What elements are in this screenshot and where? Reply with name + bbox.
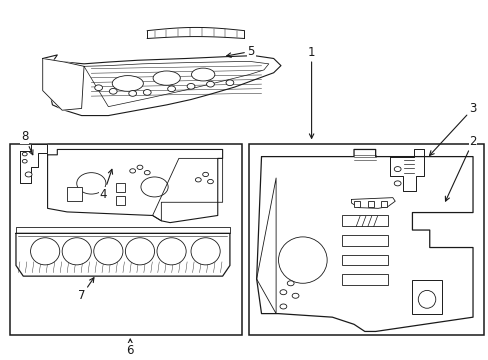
Polygon shape [16, 233, 229, 276]
Circle shape [280, 304, 286, 309]
Polygon shape [42, 55, 281, 116]
Polygon shape [20, 144, 46, 183]
Polygon shape [256, 149, 472, 332]
Circle shape [287, 281, 293, 286]
Bar [341, 274, 387, 285]
Circle shape [22, 159, 27, 163]
Bar [411, 280, 441, 314]
Bar [353, 201, 360, 207]
Polygon shape [152, 158, 222, 221]
Text: 5: 5 [226, 45, 254, 58]
Circle shape [195, 177, 201, 182]
Ellipse shape [94, 238, 122, 265]
Ellipse shape [112, 76, 143, 91]
Polygon shape [351, 198, 394, 208]
Bar [10, 144, 242, 335]
Circle shape [393, 167, 400, 172]
Bar [341, 235, 387, 246]
Circle shape [143, 90, 151, 95]
Polygon shape [47, 149, 222, 222]
Text: 8: 8 [21, 130, 33, 155]
Polygon shape [389, 149, 424, 190]
Circle shape [207, 179, 213, 184]
Circle shape [291, 293, 298, 298]
Polygon shape [42, 58, 84, 110]
Circle shape [22, 152, 27, 156]
Polygon shape [84, 61, 268, 107]
Bar [367, 201, 373, 207]
Bar [249, 144, 483, 335]
Circle shape [77, 173, 106, 194]
Circle shape [225, 80, 233, 86]
Circle shape [393, 181, 400, 186]
Ellipse shape [125, 238, 154, 265]
Ellipse shape [191, 238, 220, 265]
Text: 4: 4 [100, 169, 112, 201]
Circle shape [129, 169, 135, 173]
Ellipse shape [278, 237, 326, 283]
Circle shape [141, 177, 168, 197]
Bar [341, 255, 387, 265]
Circle shape [202, 172, 208, 177]
Ellipse shape [153, 71, 180, 85]
Ellipse shape [30, 238, 60, 265]
Text: 1: 1 [307, 46, 315, 138]
Circle shape [95, 85, 102, 91]
Text: 6: 6 [126, 339, 134, 357]
Circle shape [167, 86, 175, 92]
Bar [380, 201, 386, 207]
Ellipse shape [417, 291, 435, 308]
Polygon shape [256, 178, 276, 314]
Bar [116, 196, 125, 205]
Text: 2: 2 [445, 135, 476, 201]
Polygon shape [16, 227, 229, 233]
Circle shape [109, 89, 117, 94]
Text: 7: 7 [78, 278, 94, 302]
Text: 3: 3 [428, 102, 476, 156]
Circle shape [187, 84, 195, 89]
Ellipse shape [62, 238, 91, 265]
Bar [67, 187, 81, 201]
Bar [341, 216, 387, 226]
Circle shape [280, 290, 286, 295]
Circle shape [137, 165, 142, 170]
Ellipse shape [157, 238, 186, 265]
Circle shape [144, 171, 150, 175]
Bar [116, 183, 125, 192]
Circle shape [128, 91, 136, 96]
Circle shape [206, 81, 214, 87]
Ellipse shape [191, 68, 214, 81]
Circle shape [25, 172, 32, 177]
